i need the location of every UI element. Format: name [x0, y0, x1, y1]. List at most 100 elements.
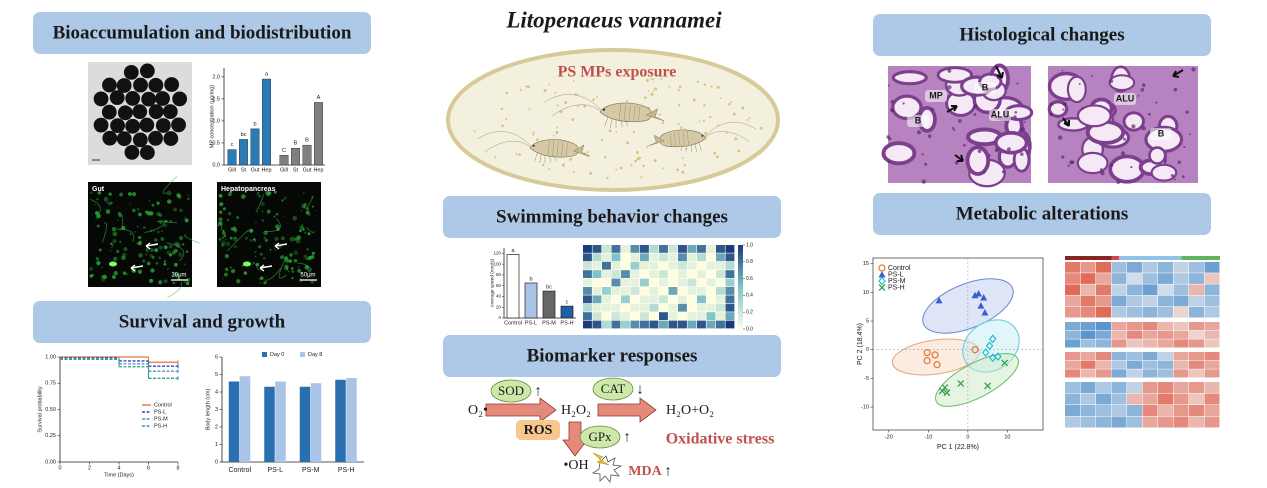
particle — [528, 108, 531, 111]
reaction-arrow — [597, 397, 657, 423]
heatmap-cell — [716, 261, 725, 270]
shrimp — [648, 121, 757, 153]
heatmap-cell — [1158, 330, 1173, 339]
heatmap-cell — [1080, 273, 1096, 284]
heatmap-cell — [1204, 393, 1220, 405]
fluorescence-speck — [151, 203, 155, 207]
nucleus — [1020, 152, 1024, 156]
fluorescence-speck — [260, 201, 265, 207]
nucleus — [977, 149, 982, 154]
significance-letter: b — [529, 276, 532, 282]
fluorescence-speck — [177, 195, 182, 199]
enzyme-label: SOD — [498, 383, 524, 398]
x-tick-label: 2 — [88, 465, 91, 471]
heatmap-cell — [1127, 352, 1142, 361]
heatmap-cell — [1127, 273, 1142, 284]
heatmap-cell — [1080, 306, 1096, 318]
heatmap-cell — [621, 261, 630, 270]
heatmap-cell — [1096, 295, 1111, 307]
heatmap-cell — [1111, 273, 1127, 284]
particle — [577, 105, 580, 108]
nucleus — [887, 84, 890, 87]
fluorescence-speck — [181, 243, 185, 246]
lightning — [592, 452, 610, 466]
fluorescence-speck — [311, 251, 315, 255]
heatmap-cell — [1111, 295, 1127, 307]
heatmap-cell — [1096, 393, 1111, 405]
heatmap-cell — [583, 245, 592, 253]
enzyme-label: CAT — [601, 381, 626, 396]
particle — [642, 164, 645, 168]
particle — [703, 83, 707, 86]
heatmap-cell — [1127, 382, 1142, 393]
particle — [564, 100, 568, 104]
heatmap-cell — [649, 270, 659, 278]
heatmap-cell — [1173, 360, 1189, 369]
bar — [291, 148, 300, 166]
header-box — [443, 196, 781, 238]
heatmap-cell — [1142, 330, 1158, 339]
nucleus — [1141, 83, 1146, 87]
bar — [560, 305, 574, 319]
y-tick-label: 0.50 — [45, 407, 56, 413]
fluorescence-speck — [297, 269, 301, 273]
fluorescence-speck — [134, 231, 136, 233]
heatmap-cell — [621, 287, 630, 295]
fluorescence-speck — [293, 258, 298, 263]
x-tick-label: Control — [228, 467, 251, 474]
legend-label: PS-L — [888, 271, 904, 278]
fluorescence-speck — [307, 232, 311, 236]
fluorescence-speck — [299, 229, 302, 233]
particle — [133, 77, 148, 93]
enzyme-bubble — [592, 377, 634, 401]
heatmap-cell — [687, 320, 697, 329]
heatmap-cell — [592, 245, 602, 253]
heatmap-cell — [649, 253, 659, 262]
y-tick-label: 5 — [866, 319, 869, 325]
group-ellipse — [935, 353, 1019, 407]
nucleus — [1185, 110, 1189, 114]
heatmap-cell — [611, 295, 621, 304]
shrimp-antenna — [704, 121, 757, 142]
heatmap-cell — [602, 295, 611, 304]
point — [938, 387, 946, 395]
particle — [501, 124, 504, 128]
legend-marker — [878, 276, 886, 286]
fluorescence-speck — [121, 255, 126, 261]
y-axis-label: MP concentration (μg/mg) — [209, 85, 215, 148]
fluorescence-speck — [136, 225, 139, 228]
trend-arrow: ↑ — [534, 383, 542, 399]
heatmap-cell — [592, 278, 602, 287]
chemical-species: H₂O₂ — [561, 403, 591, 418]
heatmap-cell — [602, 253, 611, 262]
nucleus — [1155, 101, 1158, 104]
particle — [505, 91, 508, 95]
fluorescence-speck — [292, 215, 298, 221]
tissue-label: B — [915, 115, 922, 125]
heatmap-cell — [697, 245, 706, 253]
heatmap-cell — [725, 303, 735, 312]
heatmap-cell — [716, 312, 725, 320]
heatmap-cell — [630, 303, 640, 312]
heatmap-cell — [1111, 405, 1127, 416]
fluorescence-speck — [173, 207, 177, 212]
image-label: Gut — [92, 186, 105, 193]
heatmap-cell — [640, 295, 649, 304]
nucleus — [1049, 102, 1053, 107]
heatmap-cell — [1204, 369, 1220, 378]
heatmap-cell — [1142, 273, 1158, 284]
particle — [560, 110, 563, 113]
point — [923, 349, 931, 357]
heatmap-cell — [1189, 416, 1204, 428]
trend-arrow: ↑ — [664, 463, 672, 479]
nucleus — [1137, 94, 1140, 97]
nucleus — [973, 104, 978, 109]
fluorescence-speck — [88, 266, 94, 272]
heatmap-cell — [678, 261, 687, 270]
x-tick-label: Gill — [280, 167, 288, 173]
particle — [532, 134, 535, 136]
particle — [741, 106, 745, 110]
colorbar — [738, 245, 743, 329]
heatmap-cell — [687, 312, 697, 320]
fluorescence-speck — [289, 236, 295, 242]
